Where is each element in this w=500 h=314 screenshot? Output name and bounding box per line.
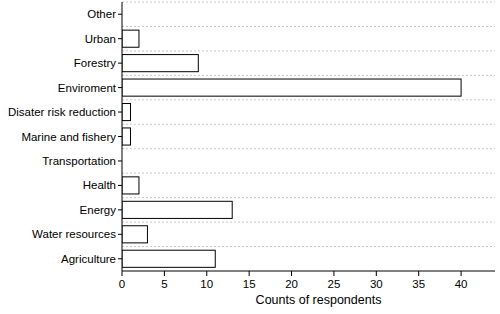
y-tick	[118, 136, 122, 137]
y-tick	[118, 63, 122, 64]
category-label: Forestry	[74, 57, 116, 69]
grid-line	[122, 197, 495, 198]
chart: Agriculture Water resources Energy Health Tr…	[0, 0, 500, 314]
category-label: Urban	[85, 33, 116, 45]
x-tick-label: 0	[119, 278, 125, 290]
x-tick	[333, 271, 334, 276]
category-label: Other	[87, 8, 116, 20]
x-tick	[418, 271, 419, 276]
x-tick	[291, 271, 292, 276]
x-tick-label: 30	[370, 278, 383, 290]
x-axis-label: Counts of respondents	[256, 293, 382, 307]
y-tick	[118, 258, 122, 259]
category-label: Energy	[80, 204, 117, 216]
category-label: Water resources	[32, 228, 116, 240]
y-tick	[118, 14, 122, 15]
y-tick	[118, 234, 122, 235]
grid-line	[122, 2, 495, 3]
x-tick-label: 15	[243, 278, 256, 290]
y-tick	[118, 112, 122, 113]
grid-line	[122, 75, 495, 76]
y-tick	[118, 209, 122, 210]
bar	[122, 128, 130, 145]
grid-line	[122, 99, 495, 100]
bar	[122, 103, 130, 120]
x-axis	[122, 271, 495, 272]
x-tick	[206, 271, 207, 276]
grid-line	[122, 124, 495, 125]
bar	[122, 226, 147, 243]
x-tick	[164, 271, 165, 276]
category-label: Agriculture	[61, 253, 116, 265]
y-tick	[118, 38, 122, 39]
category-label: Health	[83, 179, 116, 191]
grid-line	[122, 26, 495, 27]
category-label: Enviroment	[58, 82, 117, 94]
grid-line	[122, 173, 495, 174]
x-tick	[376, 271, 377, 276]
x-tick	[461, 271, 462, 276]
y-tick	[118, 87, 122, 88]
x-tick-label: 10	[200, 278, 213, 290]
bar	[122, 55, 198, 72]
bar	[122, 201, 232, 218]
y-tick	[118, 185, 122, 186]
bar	[122, 79, 461, 96]
x-tick-label: 40	[455, 278, 468, 290]
x-tick-label: 35	[412, 278, 425, 290]
y-tick	[118, 160, 122, 161]
category-label: Transportation	[42, 155, 116, 167]
category-label: Disater risk reduction	[8, 106, 116, 118]
category-label: Marine and fishery	[21, 131, 116, 143]
x-tick-label: 5	[161, 278, 167, 290]
grid-line	[122, 148, 495, 149]
bar	[122, 177, 139, 194]
x-tick	[249, 271, 250, 276]
x-tick-label: 25	[328, 278, 341, 290]
x-tick	[122, 271, 123, 276]
bar	[122, 250, 215, 267]
grid-line	[122, 222, 495, 223]
grid-line	[122, 246, 495, 247]
bars	[122, 30, 461, 267]
bar	[122, 30, 139, 47]
grid-line	[122, 50, 495, 51]
x-tick-label: 20	[285, 278, 298, 290]
